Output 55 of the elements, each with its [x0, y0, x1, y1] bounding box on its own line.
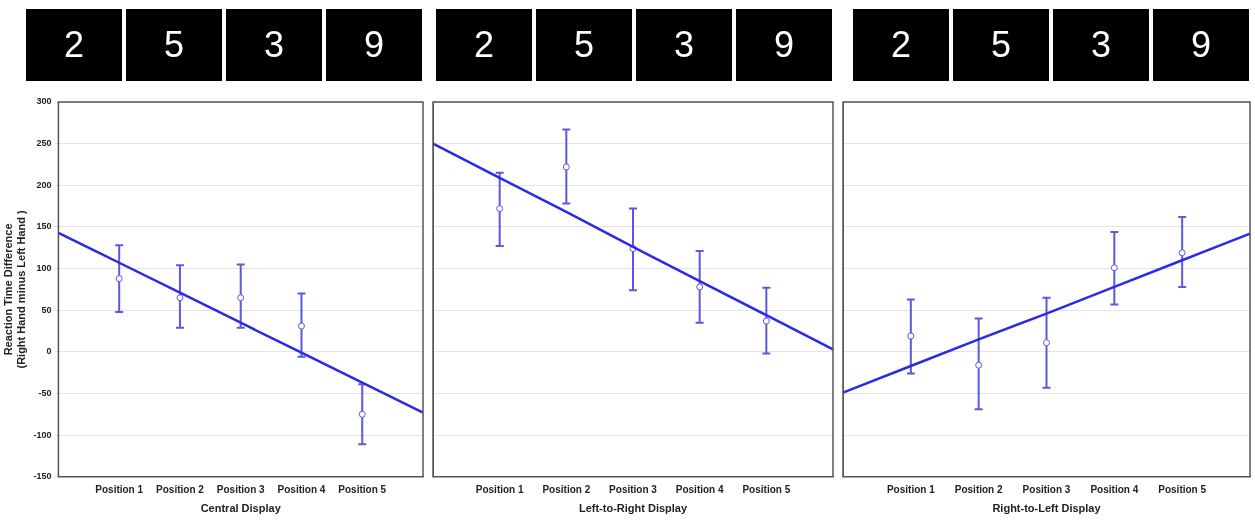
x-tick-label: Position 4: [277, 483, 326, 495]
point: [696, 283, 704, 291]
point: [358, 410, 366, 418]
x-tick-label: Position 2: [156, 483, 205, 495]
text: 5: [953, 9, 1049, 81]
point: [1178, 249, 1186, 257]
text: 3: [1053, 9, 1149, 81]
point: [1110, 264, 1118, 272]
point: [115, 275, 123, 283]
text: 9: [1153, 9, 1249, 81]
text: 3: [636, 9, 732, 81]
text: 2: [436, 9, 532, 81]
text: 2: [853, 9, 949, 81]
y-tick-label: 0: [46, 346, 52, 357]
y-axis-title: Reaction Time Difference (Right Hand minus Left Hand ): [1, 209, 27, 369]
x-tick-label: Position 5: [742, 483, 791, 495]
y-tick-label: 200: [36, 179, 52, 190]
x-tick-label: Position 1: [95, 483, 144, 495]
x-tick-label: Position 3: [1022, 483, 1071, 495]
point: [762, 317, 770, 325]
x-axis-title: Right-to-Left Display: [992, 502, 1102, 515]
point: [297, 322, 305, 330]
point: [237, 294, 245, 302]
x-tick-label: Position 1: [475, 483, 524, 495]
text: 5: [536, 9, 632, 81]
y-tick-label: -50: [38, 388, 52, 398]
point: [975, 361, 983, 369]
x-tick-label: Position 4: [675, 483, 724, 495]
x-tick-label: Position 2: [542, 483, 591, 495]
x-tick-label: Position 1: [886, 483, 936, 495]
x-tick-label: Position 2: [954, 483, 1003, 495]
x-axis-title: Central Display: [200, 502, 282, 515]
x-tick-label: Position 3: [609, 483, 658, 495]
y-tick-label: -150: [33, 471, 52, 482]
x-tick-label: Position 4: [1090, 483, 1139, 495]
text: 9: [736, 9, 832, 81]
text: 5: [126, 9, 222, 81]
y-tick-label: 50: [41, 304, 52, 315]
text: 3: [226, 9, 322, 81]
point: [907, 332, 915, 340]
y-tick-label: 250: [36, 138, 52, 149]
text: 9: [326, 9, 422, 81]
point: [562, 163, 570, 171]
y-tick-label: 150: [36, 221, 52, 232]
x-tick-label: Position 5: [1158, 483, 1207, 495]
y-tick-label: -100: [33, 429, 52, 440]
text: 2: [26, 9, 122, 81]
point: [176, 294, 184, 302]
point: [1043, 339, 1050, 347]
point: [496, 205, 504, 213]
x-tick-label: Position 5: [338, 483, 387, 495]
y-tick-label: 300: [36, 96, 52, 107]
x-axis-title: Left-to-Right Display: [578, 502, 688, 515]
y-tick-label: 100: [36, 263, 52, 274]
x-tick-label: Position 3: [216, 483, 266, 495]
